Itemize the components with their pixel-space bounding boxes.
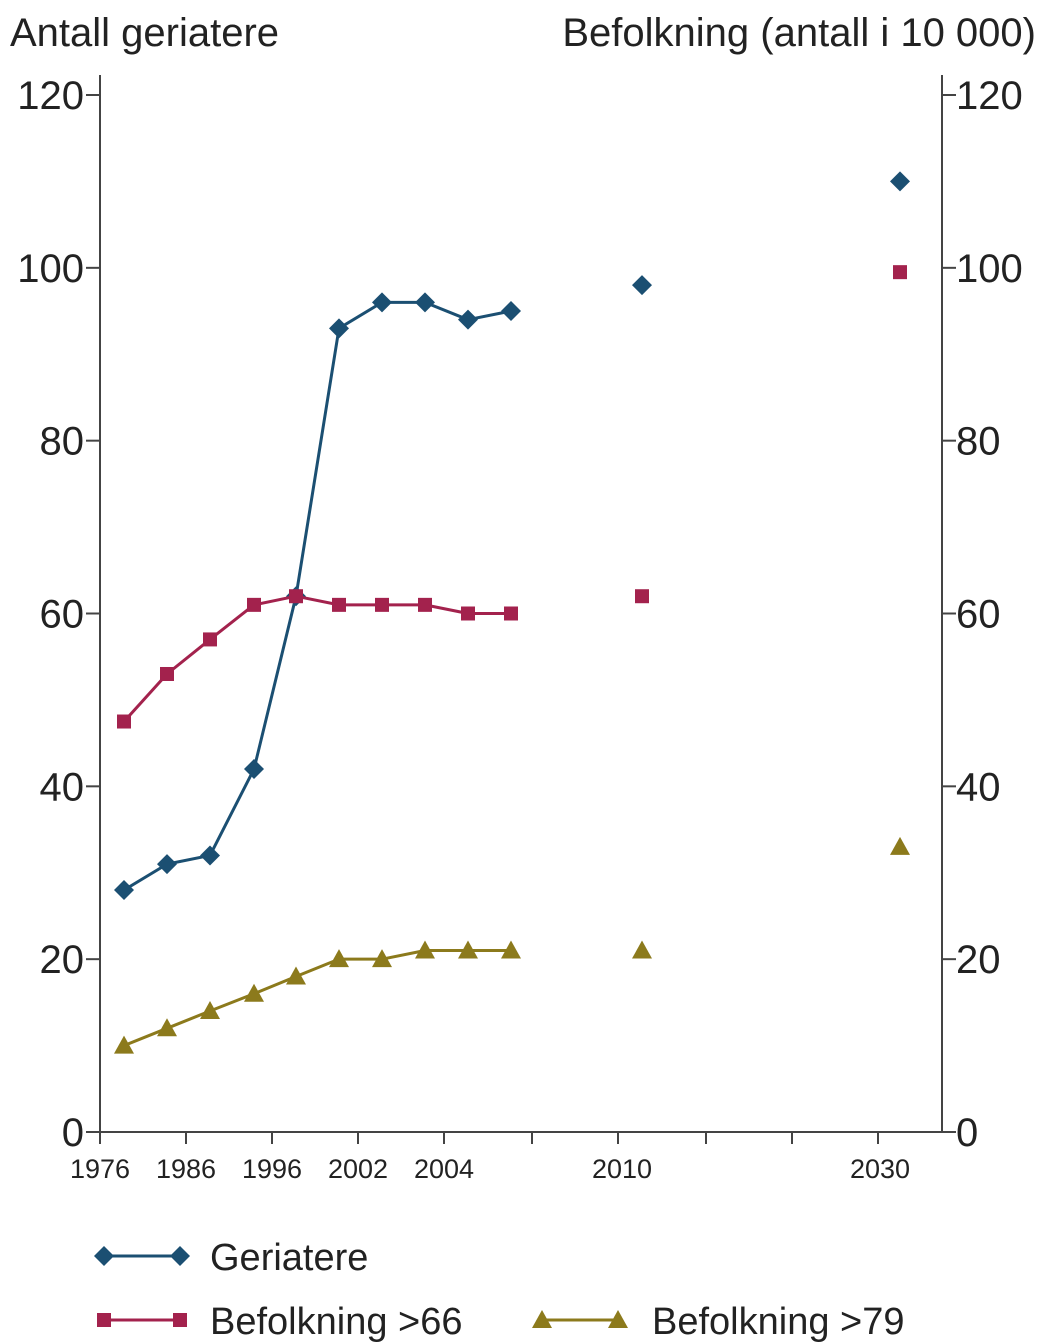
- data-point: [415, 940, 435, 959]
- projection-point: [893, 265, 907, 280]
- data-point: [329, 949, 349, 968]
- series-2: [114, 836, 910, 1054]
- x-axis-ticks: 1976 1986 1996 2002 2004 2010 2030: [70, 1132, 910, 1184]
- data-point: [372, 949, 392, 968]
- x-tick-label: 2004: [414, 1154, 474, 1184]
- data-point: [200, 1001, 220, 1020]
- data-point: [461, 606, 475, 621]
- left-y-tick-label: 100: [17, 247, 84, 291]
- data-point: [329, 318, 349, 339]
- data-point: [458, 940, 478, 959]
- left-y-tick-label: 60: [40, 593, 85, 637]
- x-tick-label: 2002: [328, 1154, 388, 1184]
- legend-item-0: Geriatere: [94, 1237, 368, 1279]
- data-point: [114, 1035, 134, 1054]
- series-layer: [114, 171, 910, 1054]
- left-y-tick-label: 0: [62, 1111, 84, 1155]
- right-y-tick-label: 40: [956, 765, 1001, 809]
- right-y-tick-label: 60: [956, 593, 1001, 637]
- legend-marker: [173, 1313, 187, 1327]
- x-tick-label: 2010: [592, 1154, 652, 1184]
- legend-marker: [97, 1313, 111, 1327]
- legend-label: Befolkning >79: [652, 1301, 904, 1342]
- x-tick-label: 1976: [70, 1154, 130, 1184]
- projection-point: [632, 275, 652, 296]
- series-0: [114, 171, 910, 901]
- projection-point: [635, 589, 649, 604]
- projection-point: [890, 836, 910, 855]
- data-point: [203, 632, 217, 647]
- data-point: [114, 880, 134, 901]
- legend-marker: [532, 1310, 552, 1328]
- data-point: [157, 854, 177, 875]
- data-point: [501, 301, 521, 322]
- data-point: [501, 940, 521, 959]
- projection-point: [890, 171, 910, 192]
- left-y-tick-label: 20: [40, 938, 85, 982]
- legend-item-1: Befolkning >66: [97, 1301, 462, 1342]
- left-y-tick-label: 120: [17, 74, 84, 118]
- data-point: [418, 597, 432, 612]
- right-y-tick-label: 0: [956, 1111, 978, 1155]
- legend-label: Geriatere: [210, 1237, 368, 1279]
- legend-marker: [608, 1310, 628, 1328]
- data-point: [200, 845, 220, 866]
- legend-marker: [170, 1246, 190, 1266]
- x-tick-label: 1986: [156, 1154, 216, 1184]
- legend-label: Befolkning >66: [210, 1301, 462, 1342]
- series-1: [117, 265, 907, 729]
- data-point: [117, 714, 131, 729]
- legend-marker: [94, 1246, 114, 1266]
- data-point: [244, 759, 264, 780]
- projection-point: [632, 940, 652, 959]
- left-y-tick-label: 40: [40, 765, 85, 809]
- data-point: [458, 309, 478, 330]
- data-point: [375, 597, 389, 612]
- right-axis-title: Befolkning (antall i 10 000): [562, 11, 1036, 55]
- right-y-tick-label: 100: [956, 247, 1023, 291]
- right-y-tick-label: 80: [956, 420, 1001, 464]
- left-axis-title: Antall geriatere: [10, 11, 279, 55]
- data-point: [160, 666, 174, 681]
- series-line: [123, 300, 512, 892]
- data-point: [247, 597, 261, 612]
- left-y-tick-label: 80: [40, 420, 85, 464]
- x-tick-label: 2030: [850, 1154, 910, 1184]
- legend: Geriatere Befolkning >66 Befolkning >79: [94, 1237, 904, 1342]
- data-point: [244, 983, 264, 1002]
- data-point: [289, 589, 303, 604]
- data-point: [504, 606, 518, 621]
- data-point: [286, 966, 306, 985]
- right-y-tick-label: 120: [956, 74, 1023, 118]
- data-point: [157, 1018, 177, 1037]
- right-y-tick-label: 20: [956, 938, 1001, 982]
- y-axes: 0 0 20 20 40 40 60 60 80 80 100 100 120 120: [17, 74, 1023, 1155]
- series-line: [123, 949, 511, 1047]
- data-point: [332, 597, 346, 612]
- data-point: [372, 292, 392, 313]
- data-point: [415, 292, 435, 313]
- legend-item-2: Befolkning >79: [532, 1301, 904, 1342]
- series-line: [122, 594, 511, 723]
- x-tick-label: 1996: [242, 1154, 302, 1184]
